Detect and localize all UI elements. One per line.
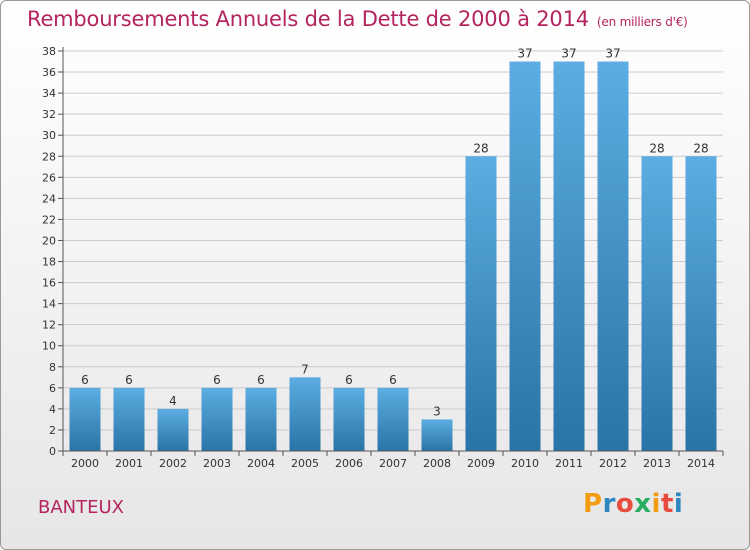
y-tick-label: 4 bbox=[49, 403, 56, 416]
x-tick-label-2013: 2013 bbox=[643, 457, 671, 470]
value-label-2006: 6 bbox=[345, 373, 353, 387]
bar-2005 bbox=[289, 377, 321, 451]
proxiti-logo: Proxiti bbox=[583, 489, 683, 519]
x-tick-label-2010: 2010 bbox=[511, 457, 539, 470]
y-tick-label: 18 bbox=[42, 256, 56, 269]
axes bbox=[58, 47, 724, 456]
bar-2009 bbox=[465, 156, 497, 451]
x-tick-label-2011: 2011 bbox=[555, 457, 583, 470]
value-label-2002: 4 bbox=[169, 394, 177, 408]
bar-2011 bbox=[553, 61, 585, 452]
bar-2013 bbox=[641, 156, 673, 451]
x-tick-label-2012: 2012 bbox=[599, 457, 627, 470]
value-label-2004: 6 bbox=[257, 373, 265, 387]
chart-title: Remboursements Annuels de la Dette de 20… bbox=[27, 7, 688, 31]
logo-letter: i bbox=[651, 489, 661, 519]
y-tick-label: 16 bbox=[42, 277, 56, 290]
x-tick-label-2001: 2001 bbox=[115, 457, 143, 470]
labels: 0246810121416182022242628303234363862000… bbox=[42, 45, 715, 470]
value-label-2012: 37 bbox=[605, 47, 620, 61]
bar-2010 bbox=[509, 61, 541, 452]
value-label-2009: 28 bbox=[473, 141, 488, 155]
x-tick-label-2014: 2014 bbox=[687, 457, 715, 470]
y-tick-label: 20 bbox=[42, 234, 56, 247]
x-tick-label-2005: 2005 bbox=[291, 457, 319, 470]
bar-2004 bbox=[245, 387, 277, 451]
bar-2006 bbox=[333, 387, 365, 451]
bar-2003 bbox=[201, 387, 233, 451]
y-tick-label: 26 bbox=[42, 171, 56, 184]
bar-2014 bbox=[685, 156, 717, 451]
x-tick-label-2003: 2003 bbox=[203, 457, 231, 470]
y-tick-label: 24 bbox=[42, 192, 56, 205]
y-tick-label: 10 bbox=[42, 340, 56, 353]
value-label-2013: 28 bbox=[649, 141, 664, 155]
value-label-2011: 37 bbox=[561, 47, 576, 61]
bar-2001 bbox=[113, 387, 145, 451]
y-tick-label: 34 bbox=[42, 87, 56, 100]
logo-letter: o bbox=[615, 489, 635, 519]
logo-letter: P bbox=[583, 489, 603, 519]
y-tick-label: 0 bbox=[49, 445, 56, 458]
x-tick-label-2007: 2007 bbox=[379, 457, 407, 470]
commune-name: BANTEUX bbox=[38, 497, 125, 518]
bar-2008 bbox=[421, 419, 453, 451]
y-tick-label: 6 bbox=[49, 382, 56, 395]
x-tick-label-2008: 2008 bbox=[423, 457, 451, 470]
y-tick-label: 38 bbox=[42, 45, 56, 58]
value-label-2010: 37 bbox=[517, 47, 532, 61]
value-label-2003: 6 bbox=[213, 373, 221, 387]
value-label-2001: 6 bbox=[125, 373, 133, 387]
x-tick-label-2009: 2009 bbox=[467, 457, 495, 470]
value-label-2014: 28 bbox=[693, 141, 708, 155]
x-tick-label-2000: 2000 bbox=[71, 457, 99, 470]
y-tick-label: 2 bbox=[49, 424, 56, 437]
x-tick-label-2004: 2004 bbox=[247, 457, 275, 470]
logo-letter: i bbox=[673, 489, 684, 519]
bar-2012 bbox=[597, 61, 629, 452]
value-label-2008: 3 bbox=[433, 404, 441, 418]
y-tick-label: 8 bbox=[49, 361, 56, 374]
bar-2007 bbox=[377, 387, 409, 451]
y-tick-label: 36 bbox=[42, 66, 56, 79]
y-tick-label: 32 bbox=[42, 108, 56, 121]
x-tick-label-2002: 2002 bbox=[159, 457, 187, 470]
chart-title-text: Remboursements Annuels de la Dette de 20… bbox=[27, 7, 589, 31]
y-tick-label: 22 bbox=[42, 213, 56, 226]
bars bbox=[69, 61, 717, 452]
x-tick-label-2006: 2006 bbox=[335, 457, 363, 470]
value-label-2007: 6 bbox=[389, 373, 397, 387]
chart-unit: (en milliers d'€) bbox=[596, 15, 688, 29]
bar-2002 bbox=[157, 408, 189, 451]
y-tick-label: 12 bbox=[42, 319, 56, 332]
value-label-2005: 7 bbox=[301, 362, 309, 376]
logo-letter: t bbox=[660, 489, 674, 519]
value-label-2000: 6 bbox=[81, 373, 89, 387]
y-tick-label: 30 bbox=[42, 129, 56, 142]
logo-letter: x bbox=[634, 489, 652, 519]
y-tick-label: 28 bbox=[42, 150, 56, 163]
bar-2000 bbox=[69, 387, 101, 451]
y-tick-label: 14 bbox=[42, 298, 56, 311]
logo-letter: r bbox=[602, 489, 616, 519]
